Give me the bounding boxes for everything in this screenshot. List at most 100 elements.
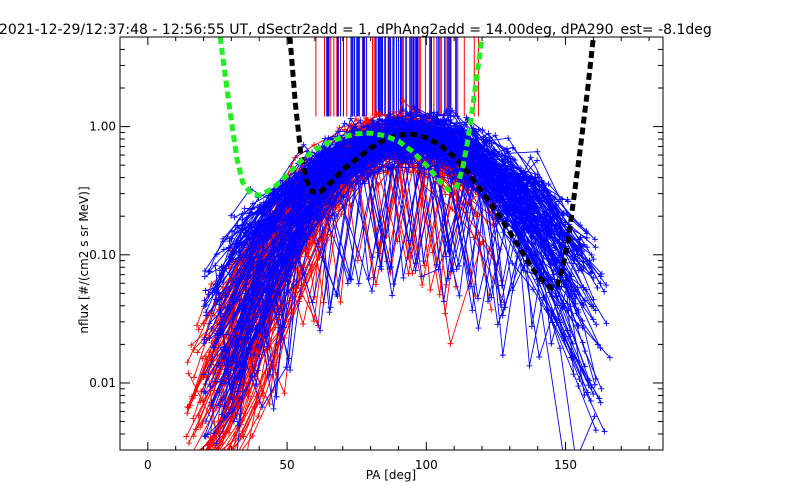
trace-point xyxy=(202,457,208,463)
trace-point xyxy=(184,410,191,417)
trace-point xyxy=(603,282,610,289)
x-tick-label: 100 xyxy=(415,458,438,472)
trace-point xyxy=(210,430,217,437)
trace-point xyxy=(260,393,267,400)
trace-point xyxy=(347,115,354,122)
trace-point xyxy=(233,457,239,463)
trace-point xyxy=(442,310,449,317)
trace-point xyxy=(183,457,189,463)
trace-point xyxy=(317,327,324,334)
trace-point xyxy=(197,399,204,406)
trace-point xyxy=(389,292,396,299)
trace-point xyxy=(430,249,437,256)
trace-point xyxy=(593,321,600,328)
trace-point xyxy=(436,291,443,298)
trace-point xyxy=(202,457,208,463)
trace-point xyxy=(208,281,215,288)
trace-point xyxy=(594,284,601,291)
trace-point xyxy=(601,428,608,435)
trace-point xyxy=(202,418,209,425)
trace-point xyxy=(581,348,588,355)
trace-point xyxy=(338,211,345,218)
trace-point xyxy=(603,320,610,327)
trace-point xyxy=(199,457,205,463)
trace-point xyxy=(590,296,597,303)
trace-point xyxy=(190,415,197,422)
trace-point xyxy=(200,457,206,463)
trace-point xyxy=(201,433,208,440)
trace-point xyxy=(579,324,586,331)
trace-point xyxy=(469,307,476,314)
trace-point xyxy=(352,115,359,122)
vertical-marker-layer xyxy=(315,37,479,117)
trace-point xyxy=(223,455,229,461)
trace-point xyxy=(209,457,215,463)
trace-point xyxy=(606,354,613,361)
trace-point xyxy=(186,457,192,463)
trace-point xyxy=(601,288,608,295)
trace-point xyxy=(186,456,192,462)
trace-point xyxy=(505,135,512,142)
trace-point xyxy=(326,309,333,316)
trace-point xyxy=(255,413,262,420)
trace-point xyxy=(447,340,454,347)
trace-point xyxy=(228,457,234,463)
trace-point xyxy=(548,340,555,347)
trace-point xyxy=(222,430,229,437)
trace-point xyxy=(193,322,200,329)
trace-point xyxy=(390,281,397,288)
trace-point xyxy=(473,213,480,220)
trace-point xyxy=(190,433,197,440)
trace-point xyxy=(194,349,201,356)
y-tick-label: 0.10 xyxy=(89,248,116,262)
trace-point xyxy=(456,292,463,299)
trace-point xyxy=(474,295,481,302)
trace-point xyxy=(534,157,541,164)
trace-point xyxy=(191,457,197,463)
trace-point xyxy=(201,273,208,280)
x-tick-label: 150 xyxy=(554,458,577,472)
trace-point xyxy=(270,405,277,412)
trace-point xyxy=(216,389,223,396)
trace-point xyxy=(535,174,542,181)
trace-point xyxy=(185,370,192,377)
trace-point xyxy=(442,191,449,198)
trace-point xyxy=(427,286,434,293)
trace-point xyxy=(405,160,412,167)
trace-point xyxy=(221,452,227,458)
trace-point xyxy=(206,349,213,356)
trace-point xyxy=(202,457,208,463)
trace-point xyxy=(421,170,428,177)
trace-point xyxy=(221,454,227,460)
trace-point xyxy=(369,117,376,124)
trace-point xyxy=(219,457,225,463)
trace-point xyxy=(309,299,316,306)
trace-point xyxy=(591,381,598,388)
trace-point xyxy=(479,238,486,245)
trace-point xyxy=(202,287,209,294)
trace-point xyxy=(281,324,288,331)
trace-point xyxy=(390,108,397,115)
trace-point xyxy=(199,420,206,427)
trace-point xyxy=(187,457,193,463)
trace-point xyxy=(409,270,416,277)
trace-point xyxy=(200,371,207,378)
x-axis-label: PA [deg] xyxy=(366,468,416,482)
trace-point xyxy=(419,281,426,288)
trace-point xyxy=(370,274,377,281)
trace-point xyxy=(188,342,195,349)
trace-point xyxy=(185,440,192,447)
trace-point xyxy=(273,359,280,366)
trace-point xyxy=(266,401,273,408)
y-tick-label: 0.01 xyxy=(89,376,116,390)
trace-point xyxy=(205,457,211,463)
chart-title: 2021-12-29/12:37:48 - 12:56:55 UT, dSect… xyxy=(0,22,712,38)
trace-point xyxy=(575,383,582,390)
trace-point xyxy=(195,326,202,333)
trace-point xyxy=(190,346,197,353)
trace-point xyxy=(372,281,379,288)
trace-point xyxy=(440,298,447,305)
trace-point xyxy=(185,457,191,463)
trace-point xyxy=(492,132,499,139)
trace-point xyxy=(232,457,238,463)
